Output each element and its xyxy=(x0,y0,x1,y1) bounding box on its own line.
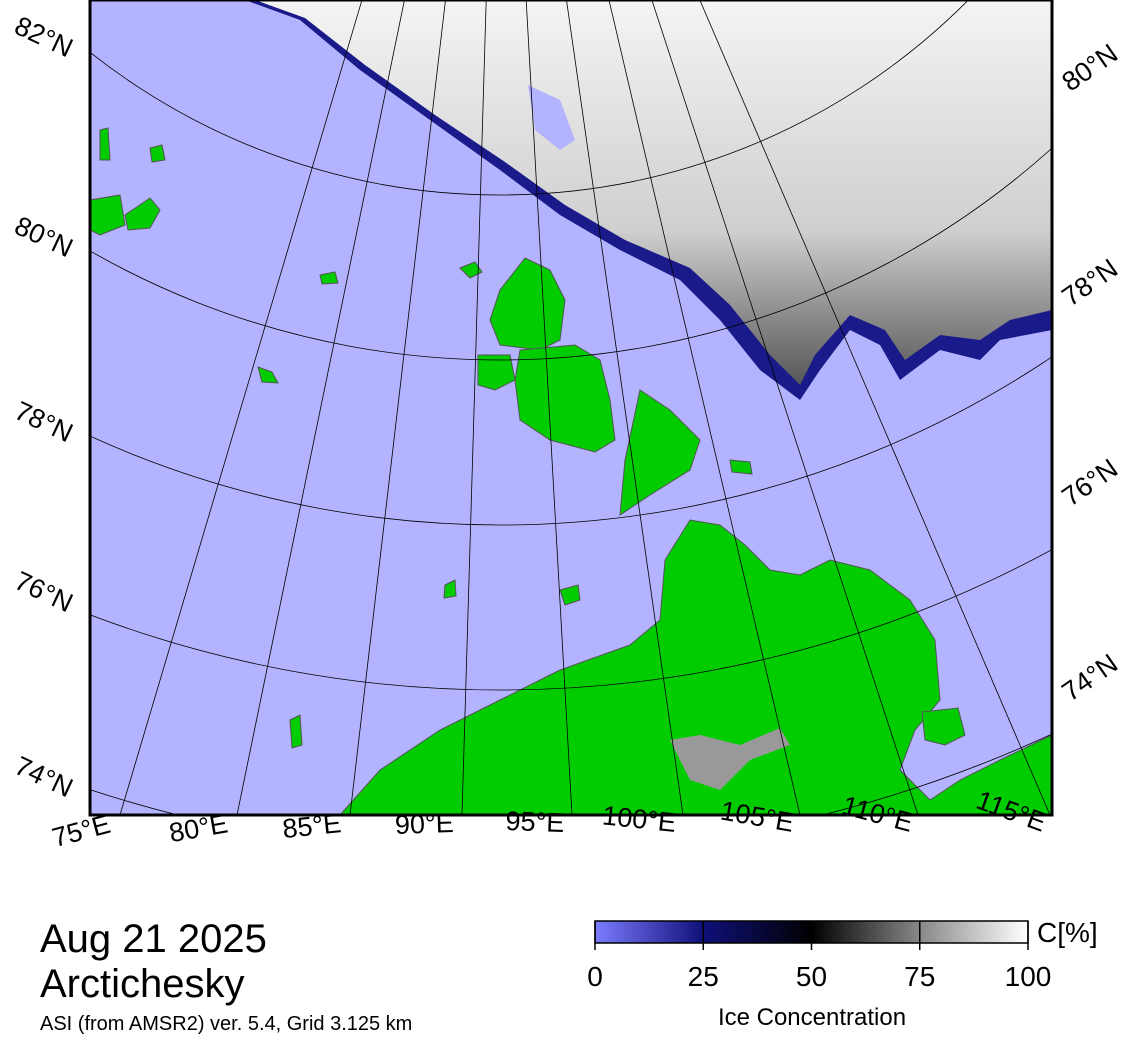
lat-label: 76°N xyxy=(1057,453,1124,512)
land xyxy=(90,127,1052,815)
lat-label: 78°N xyxy=(1057,253,1124,312)
polynya xyxy=(528,85,575,150)
meridian xyxy=(119,0,363,815)
colorbar-label: Ice Concentration xyxy=(718,1004,906,1031)
parallel xyxy=(90,548,1052,691)
colorbar-tick-label: 75 xyxy=(904,961,935,992)
lon-label: 90°E xyxy=(394,808,454,840)
sea-ice xyxy=(255,0,1052,385)
parallel xyxy=(90,0,969,196)
lat-label: 82°N xyxy=(10,11,77,64)
meridian xyxy=(566,0,684,815)
map-frame xyxy=(88,0,1054,817)
lon-label: 100°E xyxy=(601,800,678,838)
parallel xyxy=(90,147,1052,361)
lat-label: 78°N xyxy=(10,396,77,449)
lon-label: 85°E xyxy=(281,808,343,844)
meridian xyxy=(651,0,919,815)
colorbar-tick-label: 100 xyxy=(1005,961,1052,992)
region: Arctichesky xyxy=(40,962,245,1006)
meridian xyxy=(525,0,573,815)
meridian xyxy=(461,0,487,815)
meridian xyxy=(349,0,446,815)
lat-label: 80°N xyxy=(10,211,77,264)
parallel xyxy=(90,355,1052,526)
source: ASI (from AMSR2) ver. 5.4, Grid 3.125 km xyxy=(40,1013,412,1035)
colorbar-tick-label: 50 xyxy=(796,961,827,992)
colorbar-tick-label: 25 xyxy=(688,961,719,992)
colorbar-unit: C[%] xyxy=(1037,917,1098,948)
lat-label: 74°N xyxy=(10,751,77,804)
land-ice xyxy=(670,728,790,790)
lat-label: 74°N xyxy=(1057,648,1124,707)
meridian xyxy=(236,0,405,815)
meridian xyxy=(608,0,801,815)
meridian xyxy=(699,0,1051,815)
lon-label: 95°E xyxy=(505,806,565,838)
lon-label: 75°E xyxy=(49,809,114,853)
colorbar-tick-label: 0 xyxy=(587,961,603,992)
colorbar-ticks: 0 25 50 75 100 xyxy=(587,921,1051,992)
date: Aug 21 2025 xyxy=(40,917,267,961)
lat-label: 76°N xyxy=(10,566,77,619)
lat-label: 80°N xyxy=(1057,38,1124,97)
